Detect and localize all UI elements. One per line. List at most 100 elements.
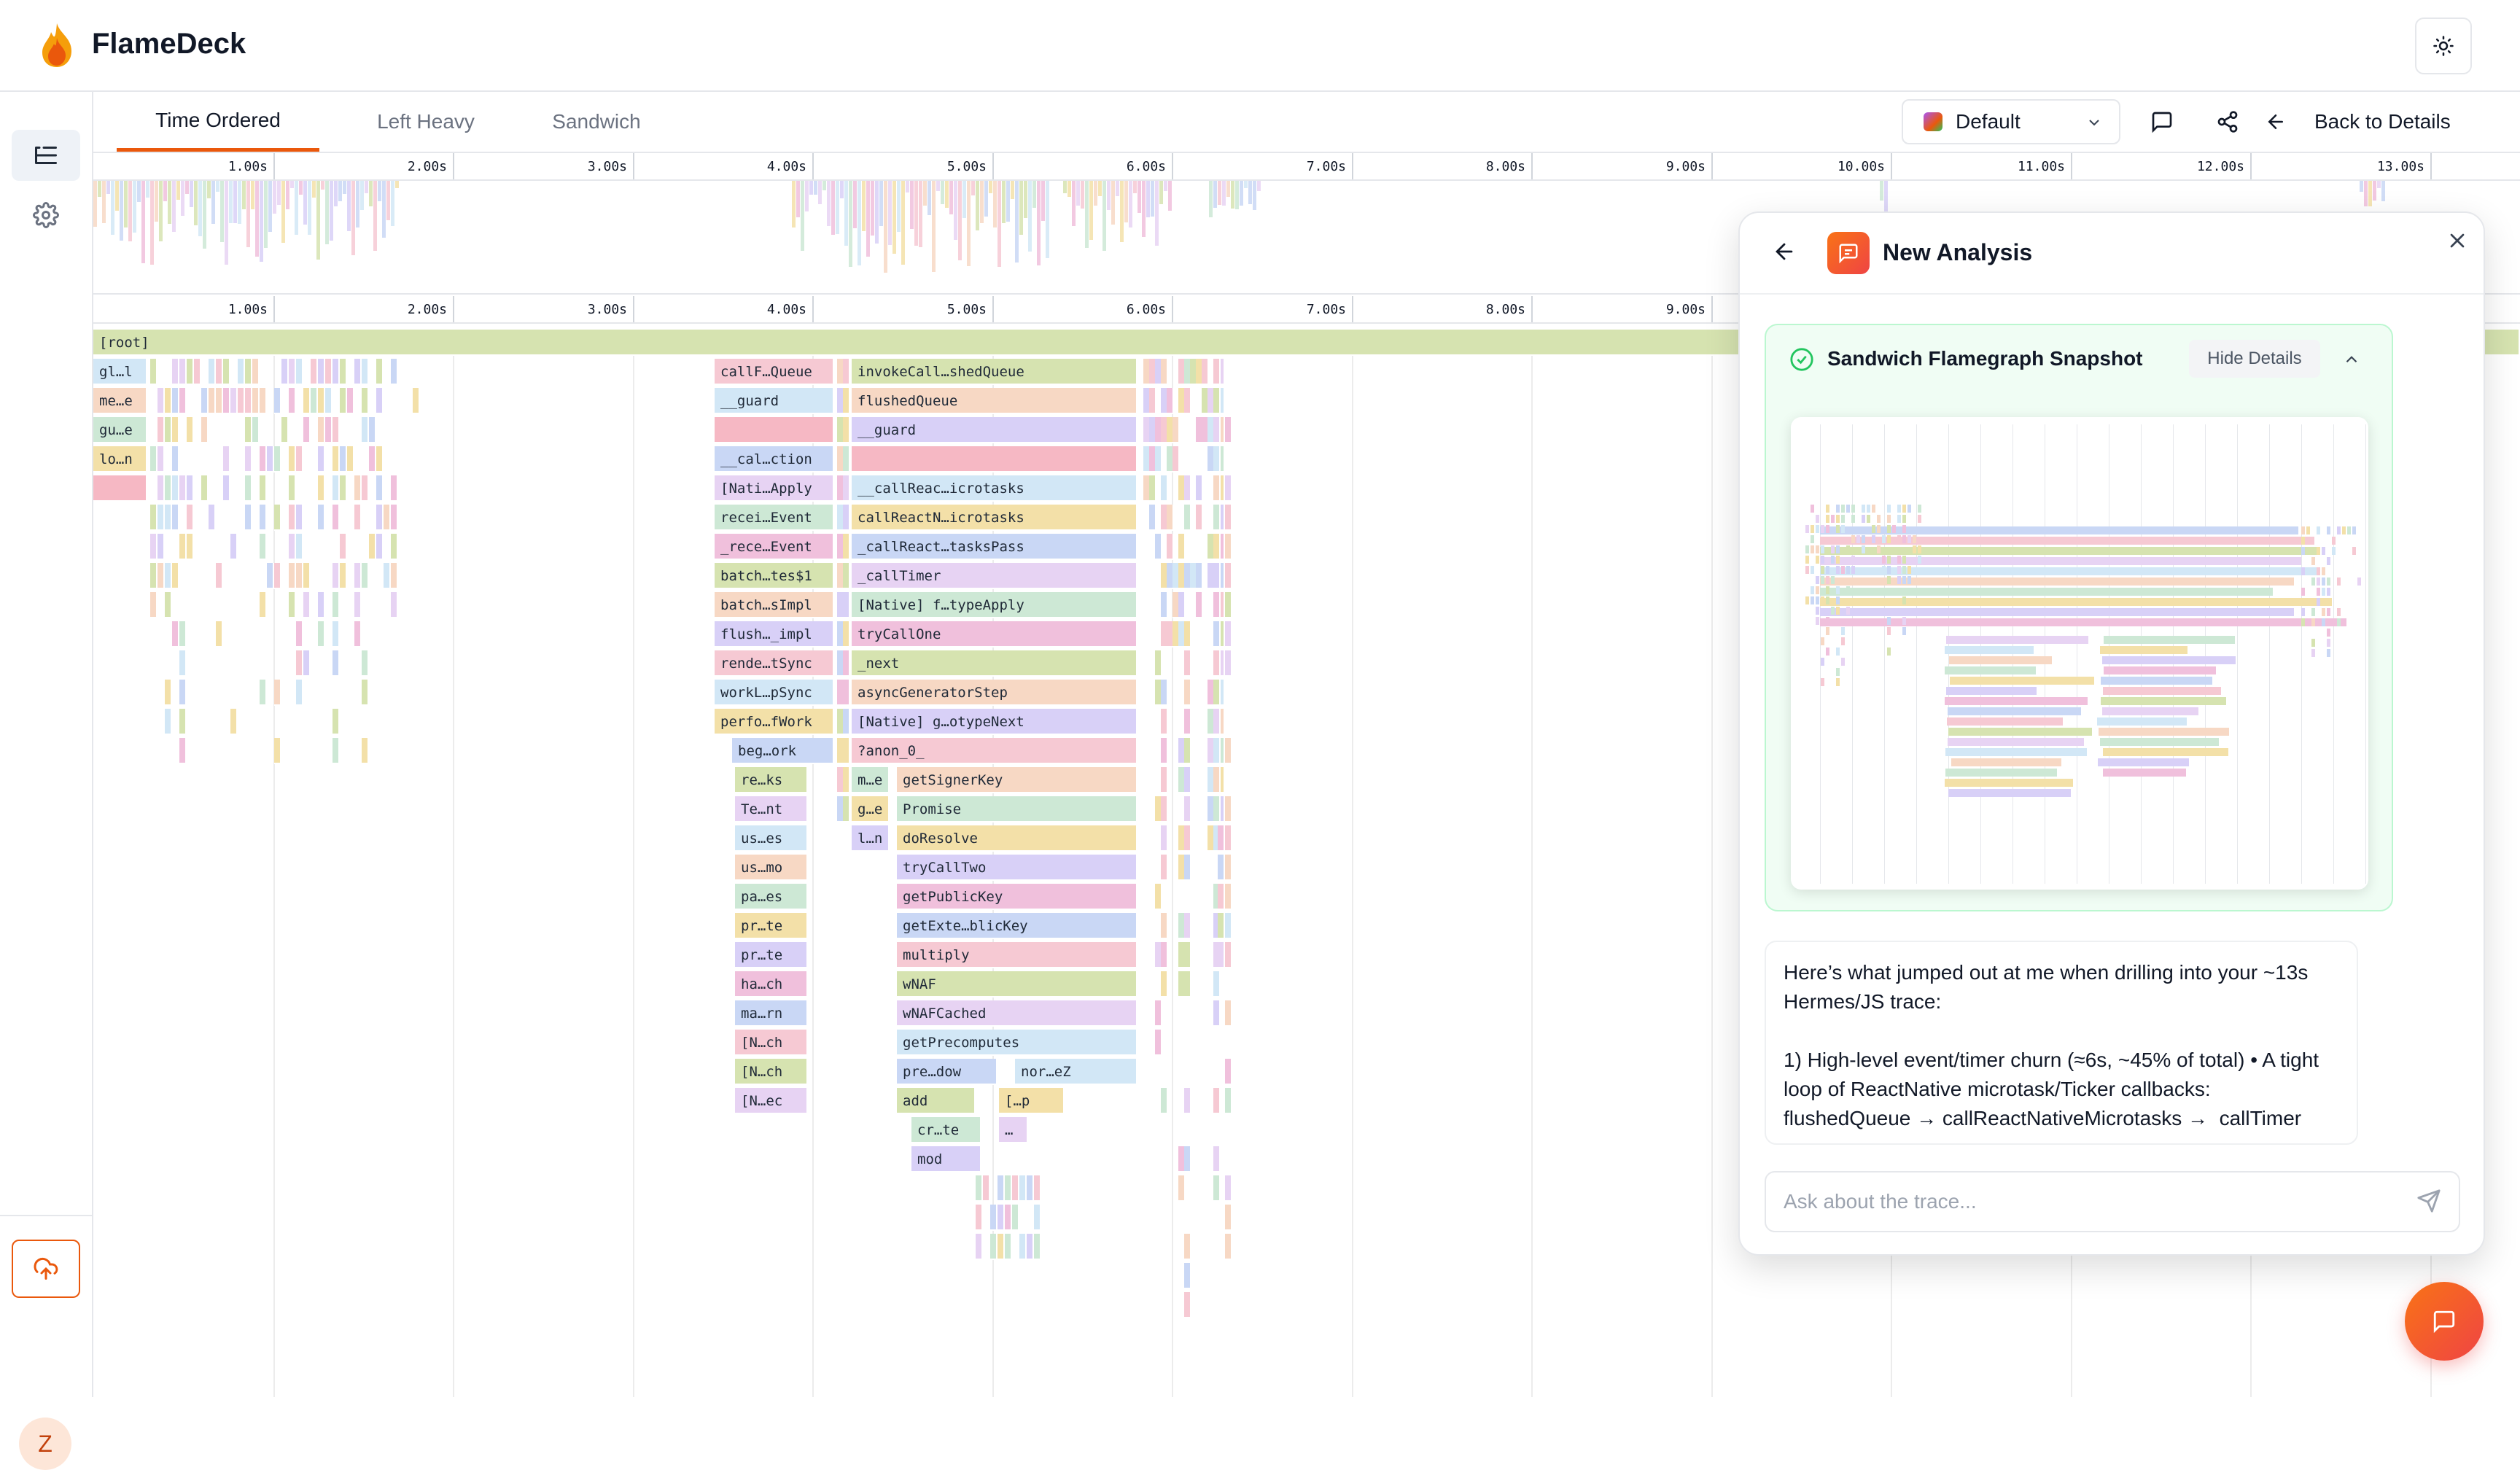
stack-frame[interactable]: [325, 388, 332, 414]
stack-frame[interactable]: ?anon_0_: [852, 738, 1138, 764]
stack-frame[interactable]: _next: [852, 650, 1138, 677]
stack-frame[interactable]: [340, 563, 347, 589]
stack-frame[interactable]: [Native] g…otypeNext: [852, 709, 1138, 735]
stack-frame[interactable]: [274, 680, 281, 706]
stack-frame[interactable]: [1225, 475, 1232, 502]
stack-frame[interactable]: [843, 621, 850, 648]
stack-frame[interactable]: getPublicKey: [897, 884, 1138, 910]
stack-frame[interactable]: [362, 738, 369, 764]
stack-frame[interactable]: [362, 650, 369, 677]
stack-frame[interactable]: [1218, 680, 1225, 706]
stack-frame[interactable]: [1184, 796, 1191, 822]
stack-frame[interactable]: [289, 446, 296, 472]
stack-frame[interactable]: [354, 505, 362, 531]
stack-frame[interactable]: [N…ch: [735, 1059, 808, 1085]
stack-frame[interactable]: gl…l: [93, 359, 147, 385]
stack-frame[interactable]: [376, 446, 384, 472]
stack-frame[interactable]: [1184, 475, 1191, 502]
stack-frame[interactable]: nor…eZ: [1015, 1059, 1138, 1085]
stack-frame[interactable]: [1225, 534, 1232, 560]
stack-frame[interactable]: [1213, 709, 1221, 735]
stack-frame[interactable]: [1225, 796, 1232, 822]
stack-frame[interactable]: [172, 446, 179, 472]
stack-frame[interactable]: [1218, 796, 1225, 822]
stack-frame[interactable]: [998, 1234, 1005, 1260]
stack-frame[interactable]: [Nati…Apply: [715, 475, 834, 502]
stack-frame[interactable]: [376, 475, 384, 502]
chat-fab-button[interactable]: [2405, 1282, 2484, 1361]
stack-frame[interactable]: [303, 417, 311, 443]
stack-frame[interactable]: re…ks: [735, 767, 808, 793]
stack-frame[interactable]: [179, 680, 187, 706]
stack-frame[interactable]: [332, 738, 340, 764]
stack-frame[interactable]: [1184, 942, 1191, 968]
stack-frame[interactable]: [1184, 1088, 1191, 1114]
stack-frame[interactable]: [194, 359, 201, 385]
stack-frame[interactable]: [1155, 650, 1162, 677]
stack-frame[interactable]: [332, 563, 340, 589]
stack-frame[interactable]: [354, 592, 362, 618]
stack-frame[interactable]: [1149, 505, 1156, 531]
stack-frame[interactable]: [179, 650, 187, 677]
stack-frame[interactable]: [340, 534, 347, 560]
stack-frame[interactable]: [1149, 388, 1156, 414]
stack-frame[interactable]: [303, 563, 311, 589]
stack-frame[interactable]: [150, 534, 158, 560]
stack-frame[interactable]: [1161, 709, 1168, 735]
stack-frame[interactable]: [1218, 767, 1225, 793]
stack-frame[interactable]: [158, 475, 165, 502]
stack-frame[interactable]: [1178, 534, 1186, 560]
stack-frame[interactable]: [172, 475, 179, 502]
stack-frame[interactable]: l…n: [852, 825, 890, 852]
stack-frame[interactable]: [1184, 855, 1191, 881]
stack-frame[interactable]: [179, 621, 187, 648]
stack-frame[interactable]: [1202, 359, 1209, 385]
ask-trace-input[interactable]: Ask about the trace...: [1765, 1171, 2460, 1232]
stack-frame[interactable]: [347, 446, 354, 472]
stack-frame[interactable]: wNAF: [897, 971, 1138, 998]
stack-frame[interactable]: [369, 417, 376, 443]
stack-frame[interactable]: [150, 359, 158, 385]
stack-frame[interactable]: [150, 563, 158, 589]
stack-frame[interactable]: __guard: [715, 388, 834, 414]
stack-frame[interactable]: [1213, 1146, 1221, 1172]
stack-frame[interactable]: [296, 563, 303, 589]
stack-frame[interactable]: [1161, 767, 1168, 793]
stack-frame[interactable]: [245, 446, 252, 472]
stack-frame[interactable]: [303, 388, 311, 414]
stack-frame[interactable]: [1034, 1205, 1041, 1231]
stack-frame[interactable]: [296, 446, 303, 472]
stack-frame[interactable]: [289, 592, 296, 618]
stack-frame[interactable]: [1184, 621, 1191, 648]
stack-frame[interactable]: [165, 475, 172, 502]
stack-frame[interactable]: [318, 446, 325, 472]
stack-frame[interactable]: [1225, 505, 1232, 531]
stack-frame[interactable]: [1012, 1205, 1019, 1231]
stack-frame[interactable]: [1196, 563, 1203, 589]
stack-frame[interactable]: [172, 359, 179, 385]
stack-frame[interactable]: [1213, 446, 1221, 472]
stack-frame[interactable]: [230, 388, 238, 414]
stack-frame[interactable]: [1184, 825, 1191, 852]
stack-frame[interactable]: [274, 388, 281, 414]
stack-frame[interactable]: [1161, 913, 1168, 939]
stack-frame[interactable]: [1155, 1030, 1162, 1056]
stack-frame[interactable]: [1172, 446, 1180, 472]
stack-frame[interactable]: [158, 534, 165, 560]
stack-frame[interactable]: [376, 359, 384, 385]
stack-frame[interactable]: [990, 1205, 998, 1231]
tab-left-heavy[interactable]: Left Heavy: [377, 110, 475, 133]
stack-frame[interactable]: [260, 388, 267, 414]
stack-frame[interactable]: [172, 621, 179, 648]
stack-frame[interactable]: [1184, 738, 1191, 764]
stack-frame[interactable]: batch…tes$1: [715, 563, 834, 589]
stack-frame[interactable]: g…e: [852, 796, 890, 822]
stack-frame[interactable]: [843, 650, 850, 677]
stack-frame[interactable]: [347, 388, 354, 414]
stack-frame[interactable]: [260, 534, 267, 560]
stack-frame[interactable]: [260, 592, 267, 618]
stack-frame[interactable]: […p: [999, 1088, 1065, 1114]
stack-frame[interactable]: [1225, 942, 1232, 968]
stack-frame[interactable]: [1225, 1059, 1232, 1085]
stack-frame[interactable]: [260, 680, 267, 706]
